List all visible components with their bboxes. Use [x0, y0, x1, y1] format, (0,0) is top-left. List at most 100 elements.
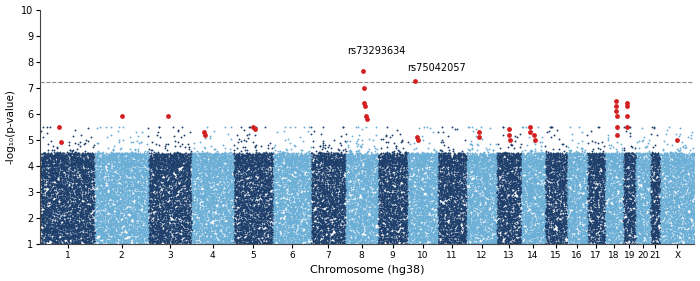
Point: [652, 164, 664, 168]
Point: [118, 226, 130, 231]
Point: [384, 183, 395, 187]
Point: [676, 173, 687, 177]
Point: [92, 218, 103, 223]
Point: [417, 200, 428, 204]
Point: [659, 241, 671, 245]
Point: [229, 169, 240, 174]
Point: [584, 211, 596, 215]
Point: [370, 209, 381, 213]
Point: [88, 190, 99, 194]
Point: [531, 211, 542, 216]
Point: [167, 155, 178, 159]
Point: [599, 235, 610, 239]
Point: [405, 197, 416, 201]
Point: [383, 209, 394, 214]
Point: [636, 221, 647, 225]
Point: [279, 177, 290, 181]
Point: [304, 242, 316, 246]
Point: [286, 221, 297, 225]
Point: [594, 191, 606, 195]
Point: [70, 216, 81, 220]
Point: [293, 215, 304, 219]
Point: [628, 199, 639, 203]
Point: [210, 178, 221, 183]
Point: [204, 155, 216, 160]
Point: [441, 201, 452, 205]
Point: [79, 193, 90, 198]
Point: [59, 187, 70, 192]
Point: [449, 217, 461, 222]
Point: [600, 168, 611, 173]
Point: [430, 161, 442, 166]
Point: [438, 240, 449, 244]
Point: [348, 174, 359, 179]
Point: [73, 227, 84, 232]
Point: [45, 186, 56, 191]
Point: [600, 193, 611, 197]
Point: [528, 237, 540, 242]
Point: [108, 235, 119, 239]
Point: [687, 169, 699, 173]
Point: [472, 155, 483, 160]
Point: [563, 230, 574, 235]
Point: [526, 197, 537, 201]
Point: [401, 163, 412, 167]
Point: [607, 214, 618, 219]
Point: [643, 183, 655, 187]
Point: [221, 182, 232, 186]
Point: [166, 167, 177, 171]
Point: [130, 228, 141, 233]
Point: [318, 178, 329, 183]
Point: [265, 235, 276, 240]
Point: [440, 156, 451, 160]
Point: [258, 196, 270, 201]
Point: [174, 183, 186, 188]
Point: [241, 238, 253, 243]
Point: [217, 194, 228, 198]
Point: [378, 228, 389, 232]
Point: [179, 205, 190, 209]
Point: [468, 202, 479, 207]
Point: [229, 193, 240, 198]
Point: [322, 200, 333, 204]
Point: [273, 159, 284, 164]
Point: [493, 193, 504, 197]
Point: [128, 176, 139, 180]
Point: [153, 173, 164, 177]
Point: [665, 168, 676, 172]
Point: [64, 228, 75, 233]
Point: [296, 239, 307, 243]
Point: [253, 199, 264, 203]
Point: [342, 181, 353, 185]
Point: [645, 168, 656, 173]
Point: [286, 180, 297, 185]
Point: [394, 164, 405, 168]
Point: [172, 171, 183, 175]
Point: [526, 205, 537, 210]
Point: [159, 218, 170, 222]
Point: [631, 151, 642, 155]
Point: [681, 237, 692, 242]
Point: [530, 161, 541, 165]
Point: [216, 217, 227, 222]
Point: [386, 196, 398, 201]
Point: [284, 159, 295, 164]
Point: [55, 195, 66, 200]
Point: [273, 205, 284, 210]
Point: [335, 228, 346, 232]
Point: [575, 212, 587, 217]
Point: [630, 171, 641, 176]
Point: [48, 233, 60, 237]
Point: [385, 231, 396, 235]
Point: [286, 162, 297, 167]
Point: [603, 183, 615, 188]
Point: [536, 225, 547, 230]
Point: [564, 188, 575, 192]
Point: [395, 235, 406, 239]
Point: [618, 231, 629, 235]
Point: [173, 195, 184, 199]
Point: [48, 152, 60, 157]
Point: [116, 185, 127, 190]
Point: [664, 213, 675, 218]
Point: [663, 157, 674, 161]
